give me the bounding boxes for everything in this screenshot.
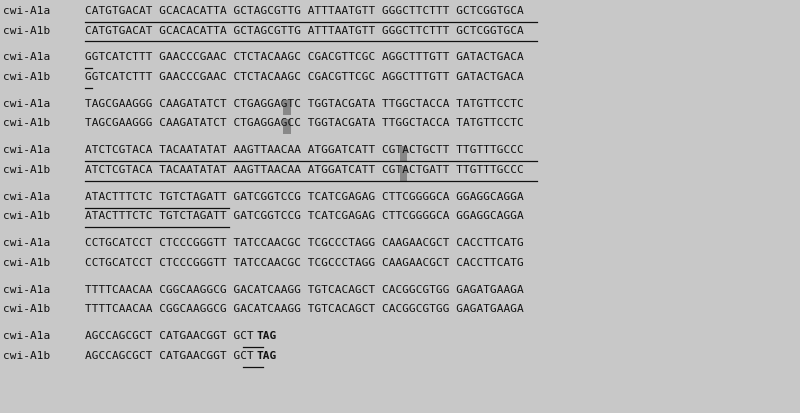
Text: ATACTTTCTC TGTCTAGATT GATCGGTCCG TCATCGAGAG CTTCGGGGCA GGAGGCAGGA: ATACTTTCTC TGTCTAGATT GATCGGTCCG TCATCGA… <box>85 211 524 221</box>
Text: TAG: TAG <box>256 350 277 360</box>
Text: cwi-A1a: cwi-A1a <box>3 99 50 109</box>
Text: cwi-A1a: cwi-A1a <box>3 145 50 155</box>
Text: TAG: TAG <box>256 331 277 341</box>
Text: cwi-A1b: cwi-A1b <box>3 211 50 221</box>
Text: GGTCATCTTT GAACCCGAAC CTCTACAAGC CGACGTTCGC AGGCTTTGTT GATACTGACA: GGTCATCTTT GAACCCGAAC CTCTACAAGC CGACGTT… <box>85 72 524 82</box>
Text: TTTTCAACAA CGGCAAGGCG GACATCAAGG TGTCACAGCT CACGGCGTGG GAGATGAAGA: TTTTCAACAA CGGCAAGGCG GACATCAAGG TGTCACA… <box>85 284 524 294</box>
Text: cwi-A1a: cwi-A1a <box>3 238 50 248</box>
Text: cwi-A1b: cwi-A1b <box>3 72 50 82</box>
Text: GGTCATCTTT GAACCCGAAC CTCTACAAGC CGACGTTCGC AGGCTTTGTT GATACTGACA: GGTCATCTTT GAACCCGAAC CTCTACAAGC CGACGTT… <box>85 52 524 62</box>
Text: TTTTCAACAA CGGCAAGGCG GACATCAAGG TGTCACAGCT CACGGCGTGG GAGATGAAGA: TTTTCAACAA CGGCAAGGCG GACATCAAGG TGTCACA… <box>85 304 524 314</box>
Text: cwi-A1b: cwi-A1b <box>3 118 50 128</box>
Text: cwi-A1b: cwi-A1b <box>3 165 50 175</box>
Text: TAGCGAAGGG CAAGATATCT CTGAGGAGCC TGGTACGATA TTGGCTACCA TATGTTCCTC: TAGCGAAGGG CAAGATATCT CTGAGGAGCC TGGTACG… <box>85 118 524 128</box>
Bar <box>400 147 407 162</box>
Text: cwi-A1a: cwi-A1a <box>3 52 50 62</box>
Text: ATCTCGTACA TACAATATAT AAGTTAACAA ATGGATCATT CGTACTGCTT TTGTTTGCCC: ATCTCGTACA TACAATATAT AAGTTAACAA ATGGATC… <box>85 145 524 155</box>
Text: TAGCGAAGGG CAAGATATCT CTGAGGAGTC TGGTACGATA TTGGCTACCA TATGTTCCTC: TAGCGAAGGG CAAGATATCT CTGAGGAGTC TGGTACG… <box>85 99 524 109</box>
Text: CATGTGACAT GCACACATTA GCTAGCGTTG ATTTAATGTT GGGCTTCTTT GCTCGGTGCA: CATGTGACAT GCACACATTA GCTAGCGTTG ATTTAAT… <box>85 26 524 36</box>
Bar <box>283 120 290 135</box>
Text: cwi-A1a: cwi-A1a <box>3 284 50 294</box>
Text: ATACTTTCTC TGTCTAGATT GATCGGTCCG TCATCGAGAG CTTCGGGGCA GGAGGCAGGA: ATACTTTCTC TGTCTAGATT GATCGGTCCG TCATCGA… <box>85 192 524 202</box>
Text: cwi-A1a: cwi-A1a <box>3 192 50 202</box>
Text: cwi-A1b: cwi-A1b <box>3 350 50 360</box>
Text: cwi-A1b: cwi-A1b <box>3 257 50 267</box>
Text: cwi-A1b: cwi-A1b <box>3 26 50 36</box>
Text: cwi-A1b: cwi-A1b <box>3 304 50 314</box>
Text: cwi-A1a: cwi-A1a <box>3 331 50 341</box>
Text: CATGTGACAT GCACACATTA GCTAGCGTTG ATTTAATGTT GGGCTTCTTT GCTCGGTGCA: CATGTGACAT GCACACATTA GCTAGCGTTG ATTTAAT… <box>85 6 524 16</box>
Text: AGCCAGCGCT CATGAACGGT GCT: AGCCAGCGCT CATGAACGGT GCT <box>85 350 254 360</box>
Bar <box>400 166 407 181</box>
Text: AGCCAGCGCT CATGAACGGT GCT: AGCCAGCGCT CATGAACGGT GCT <box>85 331 254 341</box>
Text: CCTGCATCCT CTCCCGGGTT TATCCAACGC TCGCCCTAGG CAAGAACGCT CACCTTCATG: CCTGCATCCT CTCCCGGGTT TATCCAACGC TCGCCCT… <box>85 257 524 267</box>
Text: CCTGCATCCT CTCCCGGGTT TATCCAACGC TCGCCCTAGG CAAGAACGCT CACCTTCATG: CCTGCATCCT CTCCCGGGTT TATCCAACGC TCGCCCT… <box>85 238 524 248</box>
Text: cwi-A1a: cwi-A1a <box>3 6 50 16</box>
Bar <box>283 100 290 115</box>
Text: ATCTCGTACA TACAATATAT AAGTTAACAA ATGGATCATT CGTACTGATT TTGTTTGCCC: ATCTCGTACA TACAATATAT AAGTTAACAA ATGGATC… <box>85 165 524 175</box>
